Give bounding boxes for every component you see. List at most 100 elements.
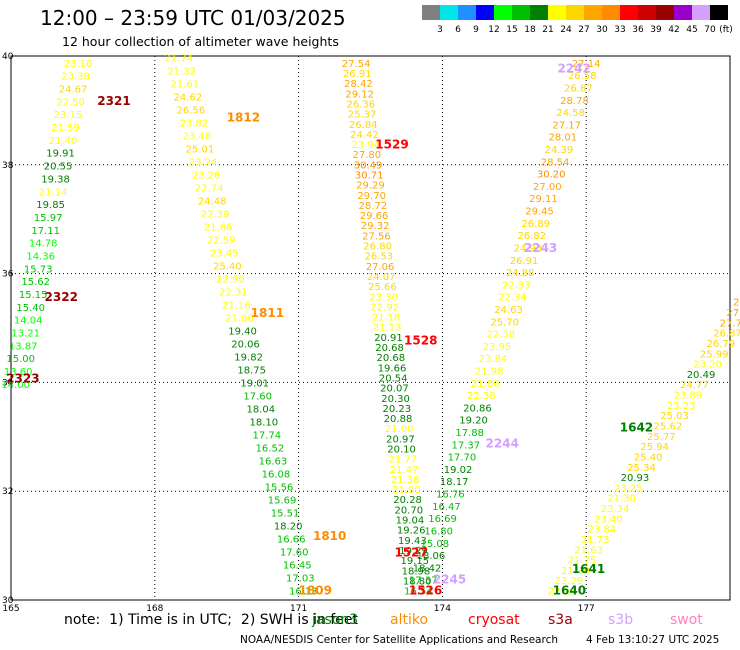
wave-height-value: 27.54 [342, 59, 371, 70]
wave-height-value: 21.75 [568, 556, 597, 567]
wave-height-value: 15.00 [6, 354, 35, 365]
footer-timestamp: 4 Feb 13:10:27 UTC 2025 [586, 634, 720, 646]
wave-height-value: 22.92 [371, 302, 400, 313]
pass-label: 1809 [299, 584, 332, 598]
wave-height-value: 28.42 [344, 79, 373, 90]
wave-height-value: 13.87 [9, 341, 38, 352]
wave-height-value: 19.15 [400, 556, 429, 567]
wave-height-value: 21.47 [390, 465, 419, 476]
wave-height-value: 18.04 [246, 405, 275, 416]
wave-height-value: 17.03 [286, 574, 315, 585]
wave-height-value: 23.30 [369, 292, 398, 303]
wave-height-value: 18.75 [237, 366, 266, 377]
wave-height-value: 20.54 [379, 373, 408, 384]
note-text: note: 1) Time is in UTC; 2) SWH is in fe… [64, 612, 358, 628]
wave-height-value: 26.79 [707, 339, 736, 350]
wave-height-value: 26.89 [521, 219, 550, 230]
x-tick-label: 174 [434, 604, 451, 614]
wave-height-value: 25.34 [627, 463, 656, 474]
wave-height-value: 27.00 [533, 182, 562, 193]
wave-height-value: 21.61 [170, 79, 199, 90]
wave-height-value: 23.29 [554, 576, 583, 587]
wave-height-value: 20.88 [384, 414, 413, 425]
wave-height-value: 30.71 [355, 171, 384, 182]
colorbar-swatch [710, 5, 728, 20]
wave-height-value: 23.25 [614, 483, 643, 494]
wave-height-value: 23.38 [61, 72, 90, 83]
wave-height-value: 20.86 [463, 403, 492, 414]
wave-height-value: 29.70 [357, 191, 386, 202]
wave-height-value: 15.40 [16, 303, 45, 314]
colorbar-swatch [584, 5, 602, 20]
colorbar-swatch [494, 5, 512, 20]
wave-height-value: 27.56 [362, 231, 391, 242]
wave-height-value: 19.04 [396, 516, 425, 527]
wave-height-value: 22.33 [502, 280, 531, 291]
wave-height-value: 20.07 [380, 384, 409, 395]
wave-height-value: 25.94 [640, 442, 669, 453]
y-tick-label: 34 [2, 378, 14, 388]
wave-height-value: 27.6 [726, 308, 740, 319]
wave-height-value: 19.29 [399, 546, 428, 557]
page-subtitle: 12 hour collection of altimeter wave hei… [62, 34, 339, 49]
wave-height-value: 29.32 [361, 221, 390, 232]
wave-height-value: 23.34 [601, 504, 630, 515]
wave-height-value: 26.91 [343, 69, 372, 80]
wave-height-value: 24.77 [680, 380, 709, 391]
wave-height-value: 29.66 [360, 211, 389, 222]
wave-height-value: 25.40 [634, 452, 663, 463]
wave-height-value: 21.32 [167, 66, 196, 77]
wave-height-value: 22.34 [498, 293, 527, 304]
wave-height-value: 28.01 [549, 133, 578, 144]
wave-height-value: 24.67 [59, 85, 88, 96]
wave-height-value: 21.90 [392, 485, 421, 496]
wave-height-value: 20.68 [375, 343, 404, 354]
wave-height-value: 28.54 [541, 157, 570, 168]
y-tick-label: 36 [2, 270, 14, 280]
wave-height-value: 14.78 [29, 239, 58, 250]
wave-height-value: 23.94 [351, 140, 380, 151]
wave-height-value: 24.98 [514, 243, 543, 254]
pass-label: 1528 [404, 333, 437, 347]
wave-height-value: 15.51 [271, 509, 300, 520]
wave-height-value: 24.39 [545, 145, 574, 156]
satellite-legend-item: s3a [548, 612, 573, 628]
pass-label: 1811 [251, 306, 284, 320]
wave-height-value: 17.60 [280, 548, 309, 559]
wave-height-value: 22.90 [216, 274, 245, 285]
wave-height-value: 20.23 [382, 404, 411, 415]
wave-height-value: 26.82 [517, 231, 546, 242]
wave-height-value: 15.73 [24, 264, 53, 275]
wave-height-value: 23.23 [667, 401, 696, 412]
wave-height-value: 23.45 [210, 248, 239, 259]
wave-height-value: 26.84 [349, 120, 378, 131]
wave-height-value: 20.10 [387, 444, 416, 455]
wave-height-value: 20.49 [687, 370, 716, 381]
wave-height-value: 28.72 [359, 201, 388, 212]
colorbar-label: 12 [488, 25, 500, 35]
wave-height-value: 25.03 [660, 411, 689, 422]
wave-height-value: 21.74 [164, 53, 193, 64]
colorbar-label: 45 [686, 25, 698, 35]
wave-height-value: 23.84 [588, 525, 617, 536]
wave-height-value: 23.89 [673, 391, 702, 402]
wave-height-value: 23.40 [594, 514, 623, 525]
wave-height-value: 14.36 [26, 251, 55, 262]
wave-height-value: 24.07 [367, 272, 396, 283]
y-tick-label: 40 [2, 52, 14, 62]
wave-height-value: 26.53 [365, 252, 394, 263]
wave-height-value: 21.16 [222, 300, 251, 311]
pass-label: 1640 [553, 584, 586, 598]
pass-label: 1812 [227, 110, 260, 124]
wave-height-value: 21.40 [49, 136, 78, 147]
wave-height-value: 15.69 [268, 496, 297, 507]
pass-label: 1641 [572, 562, 605, 576]
wave-height-value: 16.08 [262, 470, 291, 481]
wave-height-value: 26.58 [568, 71, 597, 82]
x-tick-label: 165 [2, 604, 19, 614]
wave-height-value: 16.52 [256, 444, 285, 455]
footer-credit: NOAA/NESDIS Center for Satellite Applica… [240, 634, 558, 646]
wave-height-value: 20.93 [621, 473, 650, 484]
colorbar-label: 24 [560, 25, 572, 35]
wave-height-value: 30.20 [537, 170, 566, 181]
